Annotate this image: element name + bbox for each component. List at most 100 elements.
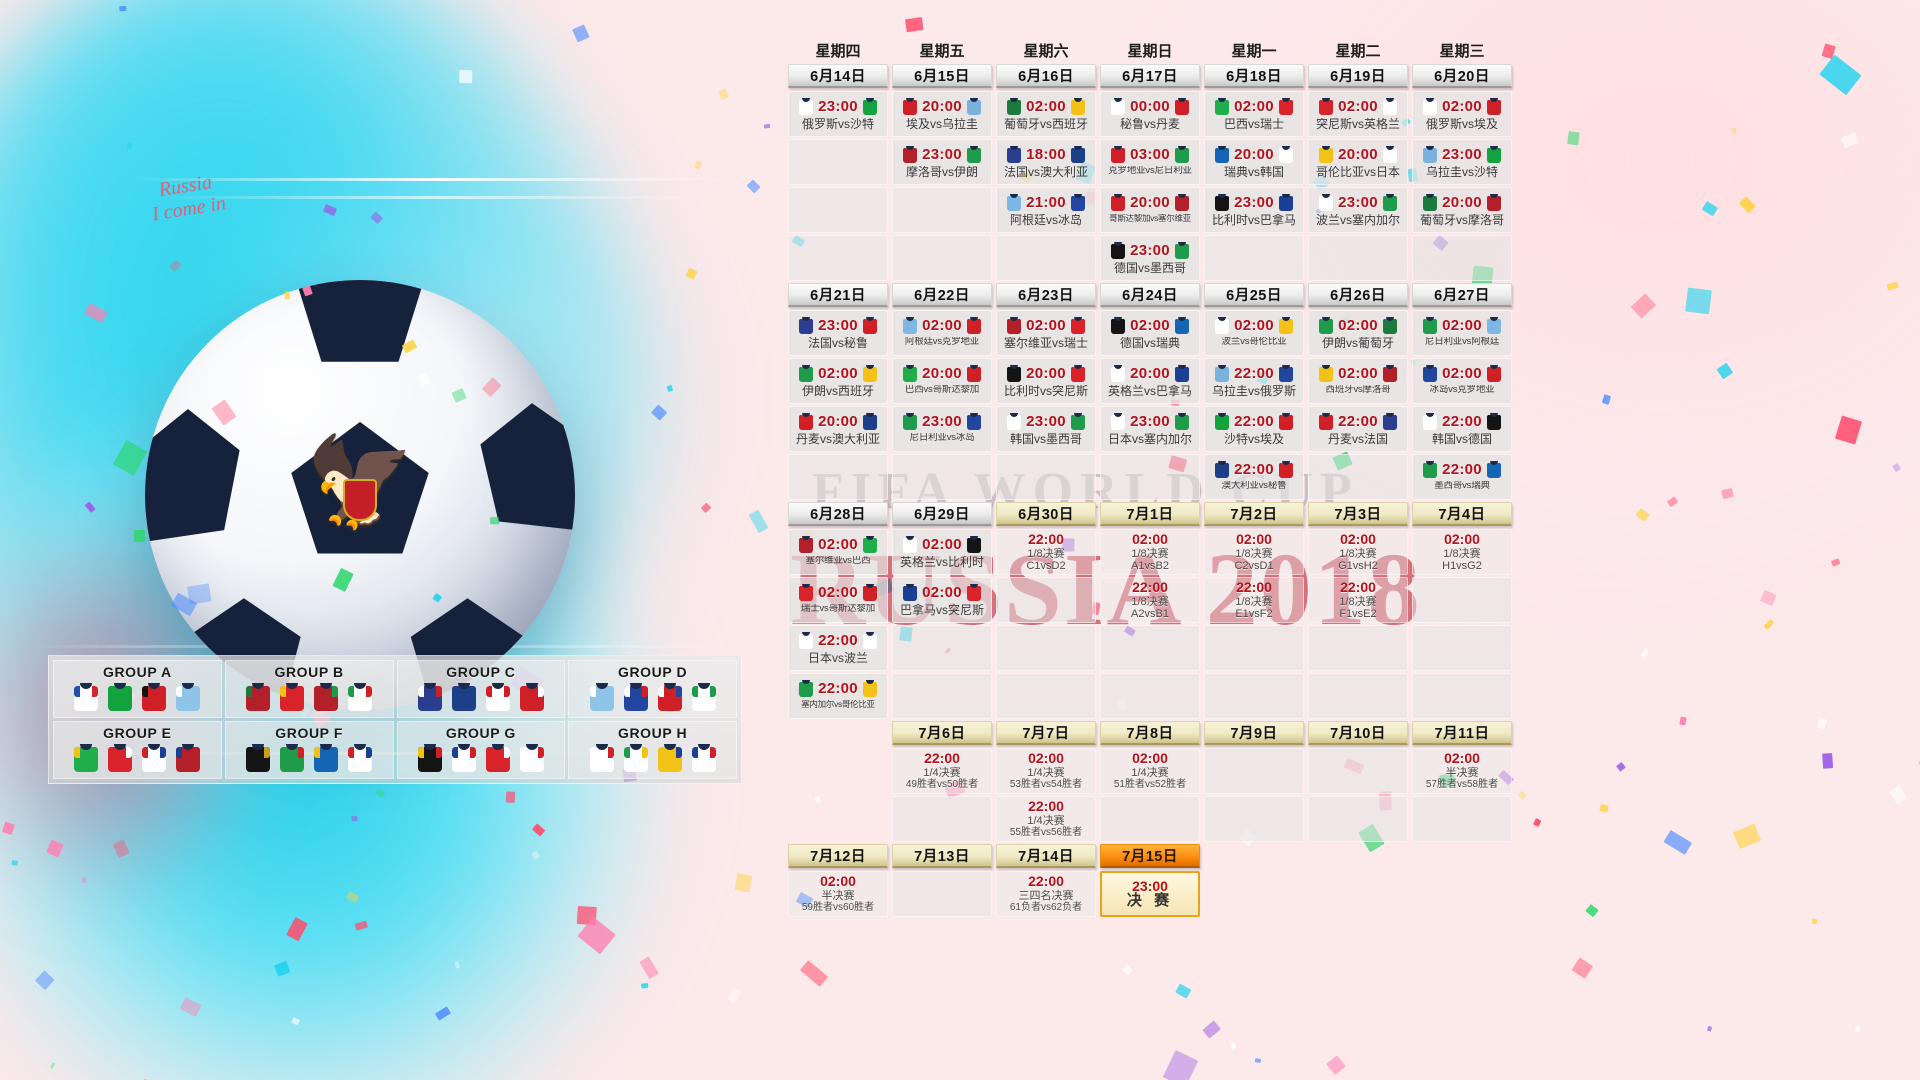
group-jersey-icon[interactable] — [415, 744, 445, 774]
day-label[interactable]: 7月12日 — [788, 844, 888, 868]
group-jersey-icon[interactable] — [139, 744, 169, 774]
match-cell[interactable]: 02:00 波兰vs哥伦比亚 — [1204, 310, 1304, 356]
match-cell[interactable]: 23:00 俄罗斯vs沙特 — [788, 91, 888, 137]
match-cell[interactable]: 02:00 突尼斯vs英格兰 — [1308, 91, 1408, 137]
day-label[interactable]: 6月16日 — [996, 64, 1096, 88]
match-cell[interactable]: 23:00 比利时vs巴拿马 — [1204, 187, 1304, 233]
day-label[interactable]: 7月1日 — [1100, 502, 1200, 526]
match-cell[interactable]: 22:00 韩国vs德国 — [1412, 406, 1512, 452]
group-jersey-icon[interactable] — [449, 683, 479, 713]
day-label[interactable]: 7月14日 — [996, 844, 1096, 868]
match-cell[interactable]: 02:00 冰岛vs克罗地亚 — [1412, 358, 1512, 404]
match-cell[interactable]: 23:00 德国vs墨西哥 — [1100, 235, 1200, 281]
match-cell[interactable]: 02:00 英格兰vs比利时 — [892, 529, 992, 575]
group-card-d[interactable]: GROUP D — [568, 660, 737, 718]
match-cell[interactable]: 02:00 阿根廷vs克罗地亚 — [892, 310, 992, 356]
group-jersey-icon[interactable] — [311, 744, 341, 774]
match-cell[interactable]: 18:00 法国vs澳大利亚 — [996, 139, 1096, 185]
match-cell[interactable]: 02:00 伊朗vs西班牙 — [788, 358, 888, 404]
match-cell[interactable]: 02:00 塞尔维亚vs瑞士 — [996, 310, 1096, 356]
knockout-match-cell[interactable]: 22:00 三四名决赛 61负者vs62负者 — [996, 871, 1096, 917]
group-jersey-icon[interactable] — [587, 683, 617, 713]
knockout-match-cell[interactable]: 02:00 1/8决赛 A1vsB2 — [1100, 529, 1200, 575]
day-label[interactable]: 6月28日 — [788, 502, 888, 526]
knockout-match-cell[interactable]: 02:00 半决赛 57胜者vs58胜者 — [1412, 748, 1512, 794]
final-match-cell[interactable]: 23:00 决 赛 — [1100, 871, 1200, 917]
match-cell[interactable]: 22:00 丹麦vs法国 — [1308, 406, 1408, 452]
knockout-match-cell[interactable]: 22:00 1/4决赛 55胜者vs56胜者 — [996, 796, 1096, 842]
day-label[interactable]: 6月27日 — [1412, 283, 1512, 307]
match-cell[interactable]: 02:00 西班牙vs摩洛哥 — [1308, 358, 1408, 404]
day-label[interactable]: 7月15日 — [1100, 844, 1200, 868]
match-cell[interactable]: 20:00 葡萄牙vs摩洛哥 — [1412, 187, 1512, 233]
match-cell[interactable]: 22:00 墨西哥vs瑞典 — [1412, 454, 1512, 500]
match-cell[interactable]: 02:00 巴西vs瑞士 — [1204, 91, 1304, 137]
match-cell[interactable]: 02:00 瑞士vs哥斯达黎加 — [788, 577, 888, 623]
knockout-match-cell[interactable]: 22:00 1/4决赛 49胜者vs50胜者 — [892, 748, 992, 794]
group-jersey-icon[interactable] — [689, 744, 719, 774]
group-jersey-icon[interactable] — [139, 683, 169, 713]
group-jersey-icon[interactable] — [243, 683, 273, 713]
group-jersey-icon[interactable] — [449, 744, 479, 774]
match-cell[interactable]: 22:00 沙特vs埃及 — [1204, 406, 1304, 452]
day-label[interactable]: 6月19日 — [1308, 64, 1408, 88]
match-cell[interactable]: 23:00 摩洛哥vs伊朗 — [892, 139, 992, 185]
knockout-match-cell[interactable]: 22:00 1/8决赛 E1vsF2 — [1204, 577, 1304, 623]
match-cell[interactable]: 22:00 日本vs波兰 — [788, 625, 888, 671]
group-jersey-icon[interactable] — [483, 683, 513, 713]
knockout-match-cell[interactable]: 02:00 1/4决赛 51胜者vs52胜者 — [1100, 748, 1200, 794]
match-cell[interactable]: 21:00 阿根廷vs冰岛 — [996, 187, 1096, 233]
group-card-h[interactable]: GROUP H — [568, 721, 737, 779]
group-card-b[interactable]: GROUP B — [225, 660, 394, 718]
knockout-match-cell[interactable]: 22:00 1/8决赛 A2vsB1 — [1100, 577, 1200, 623]
day-label[interactable]: 7月11日 — [1412, 721, 1512, 745]
match-cell[interactable]: 23:00 乌拉圭vs沙特 — [1412, 139, 1512, 185]
group-jersey-icon[interactable] — [517, 744, 547, 774]
match-cell[interactable]: 23:00 尼日利亚vs冰岛 — [892, 406, 992, 452]
group-jersey-icon[interactable] — [517, 683, 547, 713]
group-card-e[interactable]: GROUP E — [53, 721, 222, 779]
knockout-match-cell[interactable]: 02:00 1/8决赛 H1vsG2 — [1412, 529, 1512, 575]
knockout-match-cell[interactable]: 02:00 1/8决赛 C2vsD1 — [1204, 529, 1304, 575]
group-jersey-icon[interactable] — [105, 683, 135, 713]
group-jersey-icon[interactable] — [345, 683, 375, 713]
group-card-f[interactable]: GROUP F — [225, 721, 394, 779]
group-jersey-icon[interactable] — [483, 744, 513, 774]
match-cell[interactable]: 20:00 哥伦比亚vs日本 — [1308, 139, 1408, 185]
match-cell[interactable]: 03:00 克罗地亚vs尼日利亚 — [1100, 139, 1200, 185]
group-card-g[interactable]: GROUP G — [397, 721, 566, 779]
group-card-a[interactable]: GROUP A — [53, 660, 222, 718]
day-label[interactable]: 6月17日 — [1100, 64, 1200, 88]
match-cell[interactable]: 02:00 俄罗斯vs埃及 — [1412, 91, 1512, 137]
group-jersey-icon[interactable] — [173, 744, 203, 774]
group-jersey-icon[interactable] — [243, 744, 273, 774]
match-cell[interactable]: 02:00 尼日利亚vs阿根廷 — [1412, 310, 1512, 356]
day-label[interactable]: 6月14日 — [788, 64, 888, 88]
day-label[interactable]: 7月6日 — [892, 721, 992, 745]
match-cell[interactable]: 22:00 乌拉圭vs俄罗斯 — [1204, 358, 1304, 404]
match-cell[interactable]: 20:00 瑞典vs韩国 — [1204, 139, 1304, 185]
match-cell[interactable]: 00:00 秘鲁vs丹麦 — [1100, 91, 1200, 137]
match-cell[interactable]: 20:00 埃及vs乌拉圭 — [892, 91, 992, 137]
day-label[interactable]: 6月18日 — [1204, 64, 1304, 88]
day-label[interactable]: 7月9日 — [1204, 721, 1304, 745]
day-label[interactable]: 6月21日 — [788, 283, 888, 307]
day-label[interactable]: 6月25日 — [1204, 283, 1304, 307]
match-cell[interactable]: 23:00 日本vs塞内加尔 — [1100, 406, 1200, 452]
knockout-match-cell[interactable]: 02:00 半决赛 59胜者vs60胜者 — [788, 871, 888, 917]
day-label[interactable]: 7月8日 — [1100, 721, 1200, 745]
knockout-match-cell[interactable]: 02:00 1/8决赛 G1vsH2 — [1308, 529, 1408, 575]
day-label[interactable]: 7月4日 — [1412, 502, 1512, 526]
group-jersey-icon[interactable] — [655, 744, 685, 774]
group-jersey-icon[interactable] — [587, 744, 617, 774]
day-label[interactable]: 7月2日 — [1204, 502, 1304, 526]
knockout-match-cell[interactable]: 22:00 1/8决赛 F1vsE2 — [1308, 577, 1408, 623]
group-jersey-icon[interactable] — [621, 744, 651, 774]
match-cell[interactable]: 20:00 英格兰vs巴拿马 — [1100, 358, 1200, 404]
day-label[interactable]: 6月30日 — [996, 502, 1096, 526]
knockout-match-cell[interactable]: 22:00 1/8决赛 C1vsD2 — [996, 529, 1096, 575]
day-label[interactable]: 6月15日 — [892, 64, 992, 88]
match-cell[interactable]: 20:00 丹麦vs澳大利亚 — [788, 406, 888, 452]
match-cell[interactable]: 20:00 哥斯达黎加vs塞尔维亚 — [1100, 187, 1200, 233]
match-cell[interactable]: 02:00 塞尔维亚vs巴西 — [788, 529, 888, 575]
